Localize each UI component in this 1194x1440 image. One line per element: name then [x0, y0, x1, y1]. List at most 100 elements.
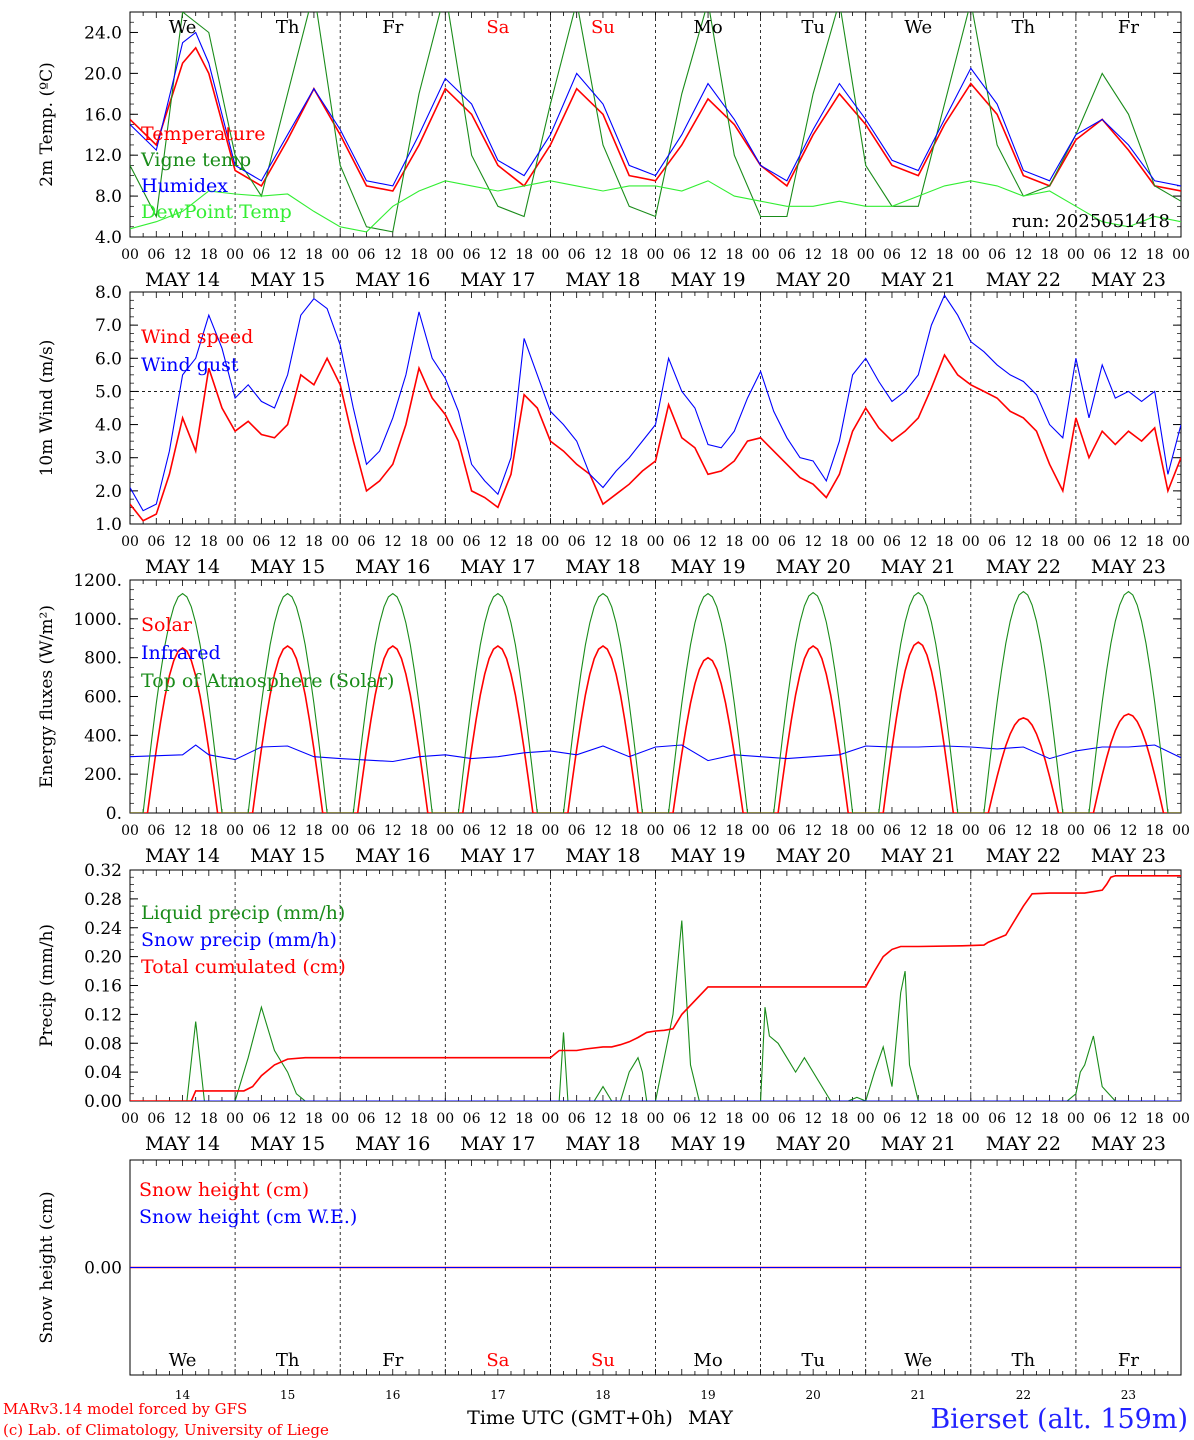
- hour-label: 00: [1172, 247, 1190, 263]
- y-tick-label: 16.0: [84, 105, 122, 125]
- date-label: MAY 17: [460, 556, 535, 578]
- y-tick-label: 4.0: [95, 228, 122, 248]
- date-label: MAY 19: [670, 845, 745, 867]
- hour-label: 12: [909, 247, 927, 263]
- y-axis-label: Snow height (cm): [37, 1191, 57, 1343]
- hour-label: 06: [463, 823, 481, 839]
- weekday-label: Th: [1012, 1350, 1036, 1371]
- y-tick-label: 20.0: [84, 64, 122, 84]
- hour-label: 12: [384, 1111, 402, 1127]
- y-tick-label: 8.0: [95, 187, 122, 207]
- hour-label: 18: [725, 534, 743, 550]
- hour-label: 12: [1120, 247, 1138, 263]
- day-number-label: 15: [280, 1388, 295, 1402]
- date-label: MAY 17: [460, 1133, 535, 1155]
- series-line-dewpoint-temp: [130, 180, 1181, 233]
- hour-label: 12: [804, 1111, 822, 1127]
- hour-label: 06: [673, 247, 691, 263]
- hour-label: 06: [463, 247, 481, 263]
- run-label: run: 2025051418: [1012, 211, 1170, 232]
- weekday-label: We: [904, 1350, 932, 1371]
- y-tick-label: 8.0: [95, 283, 122, 303]
- y-tick-label: 800.: [84, 649, 122, 669]
- hour-label: 18: [620, 823, 638, 839]
- hour-label: 12: [594, 534, 612, 550]
- date-label: MAY 17: [460, 269, 535, 291]
- weekday-label: Fr: [382, 17, 403, 38]
- hour-label: 06: [568, 1111, 586, 1127]
- hour-label: 18: [1041, 823, 1059, 839]
- hour-label: 00: [1067, 247, 1085, 263]
- y-tick-label: 6.0: [95, 349, 122, 369]
- panel-snow: 0.00 Snow height (cm) Snow height (cm) Snow…: [37, 1159, 1182, 1376]
- hour-label: 18: [410, 247, 428, 263]
- hour-label: 18: [515, 1111, 533, 1127]
- date-label: MAY 14: [145, 845, 220, 867]
- hour-label: 18: [410, 1111, 428, 1127]
- y-tick-label: 1000.: [73, 610, 122, 630]
- weekday-label: Fr: [1118, 17, 1139, 38]
- weekday-label: Th: [276, 17, 300, 38]
- hour-label: 12: [174, 534, 192, 550]
- legend-entry: Temperature: [141, 123, 265, 145]
- date-label: MAY 15: [250, 556, 325, 578]
- hour-label: 12: [909, 1111, 927, 1127]
- y-tick-label: 200.: [84, 765, 122, 785]
- hour-label: 06: [568, 534, 586, 550]
- y-axis-label: Energy fluxes (W/m²): [37, 605, 57, 788]
- hour-label: 00: [752, 1111, 770, 1127]
- hour-label: 00: [541, 1111, 559, 1127]
- hour-label: 18: [620, 534, 638, 550]
- hour-label: 18: [1041, 1111, 1059, 1127]
- series-line-humidex: [130, 31, 1181, 187]
- y-axis-label: 10m Wind (m/s): [37, 340, 57, 477]
- hour-label: 12: [594, 247, 612, 263]
- hour-label: 06: [988, 534, 1006, 550]
- hour-label: 12: [1120, 1111, 1138, 1127]
- hour-label: 00: [436, 534, 454, 550]
- weekday-label: We: [169, 17, 197, 38]
- date-label: MAY 20: [776, 556, 851, 578]
- hour-label: 18: [936, 534, 954, 550]
- date-label: MAY 18: [565, 1133, 640, 1155]
- hour-label: 18: [410, 823, 428, 839]
- hour-label: 00: [857, 247, 875, 263]
- hour-label: 00: [436, 247, 454, 263]
- legend-entry: Snow height (cm): [139, 1179, 309, 1201]
- date-label: MAY 21: [881, 269, 956, 291]
- hour-label: 00: [331, 1111, 349, 1127]
- hour-label: 06: [358, 1111, 376, 1127]
- hour-label: 00: [121, 534, 139, 550]
- hour-label: 00: [541, 247, 559, 263]
- hour-label: 00: [647, 1111, 665, 1127]
- hour-label: 00: [1172, 534, 1190, 550]
- hour-label: 06: [147, 247, 165, 263]
- hour-label: 00: [1067, 823, 1085, 839]
- hour-label: 06: [778, 247, 796, 263]
- weekday-label: Sa: [486, 1350, 509, 1371]
- hour-label: 06: [252, 534, 270, 550]
- hour-label: 00: [226, 823, 244, 839]
- hour-label: 00: [331, 247, 349, 263]
- legend-entry: Solar: [141, 614, 193, 636]
- credit-line-2: (c) Lab. of Climatology, University of L…: [3, 1421, 329, 1439]
- hour-label: 06: [883, 247, 901, 263]
- hour-label: 06: [463, 1111, 481, 1127]
- hour-label: 00: [962, 534, 980, 550]
- y-tick-label: 0.32: [84, 861, 122, 881]
- hour-label: 18: [1146, 1111, 1164, 1127]
- day-number-label: 18: [595, 1388, 610, 1402]
- hour-label: 06: [778, 1111, 796, 1127]
- series-line-top-of-atmosphere-solar-: [130, 590, 1181, 813]
- hour-label: 18: [1041, 534, 1059, 550]
- hour-label: 06: [358, 534, 376, 550]
- series-line-wind-gust: [130, 294, 1181, 512]
- hour-label: 12: [384, 534, 402, 550]
- y-axis-label: Precip (mm/h): [37, 924, 57, 1047]
- hour-label: 00: [436, 823, 454, 839]
- y-tick-label: 1.0: [95, 515, 122, 535]
- hour-label: 06: [1093, 1111, 1111, 1127]
- hour-label: 12: [804, 823, 822, 839]
- hour-label: 18: [725, 823, 743, 839]
